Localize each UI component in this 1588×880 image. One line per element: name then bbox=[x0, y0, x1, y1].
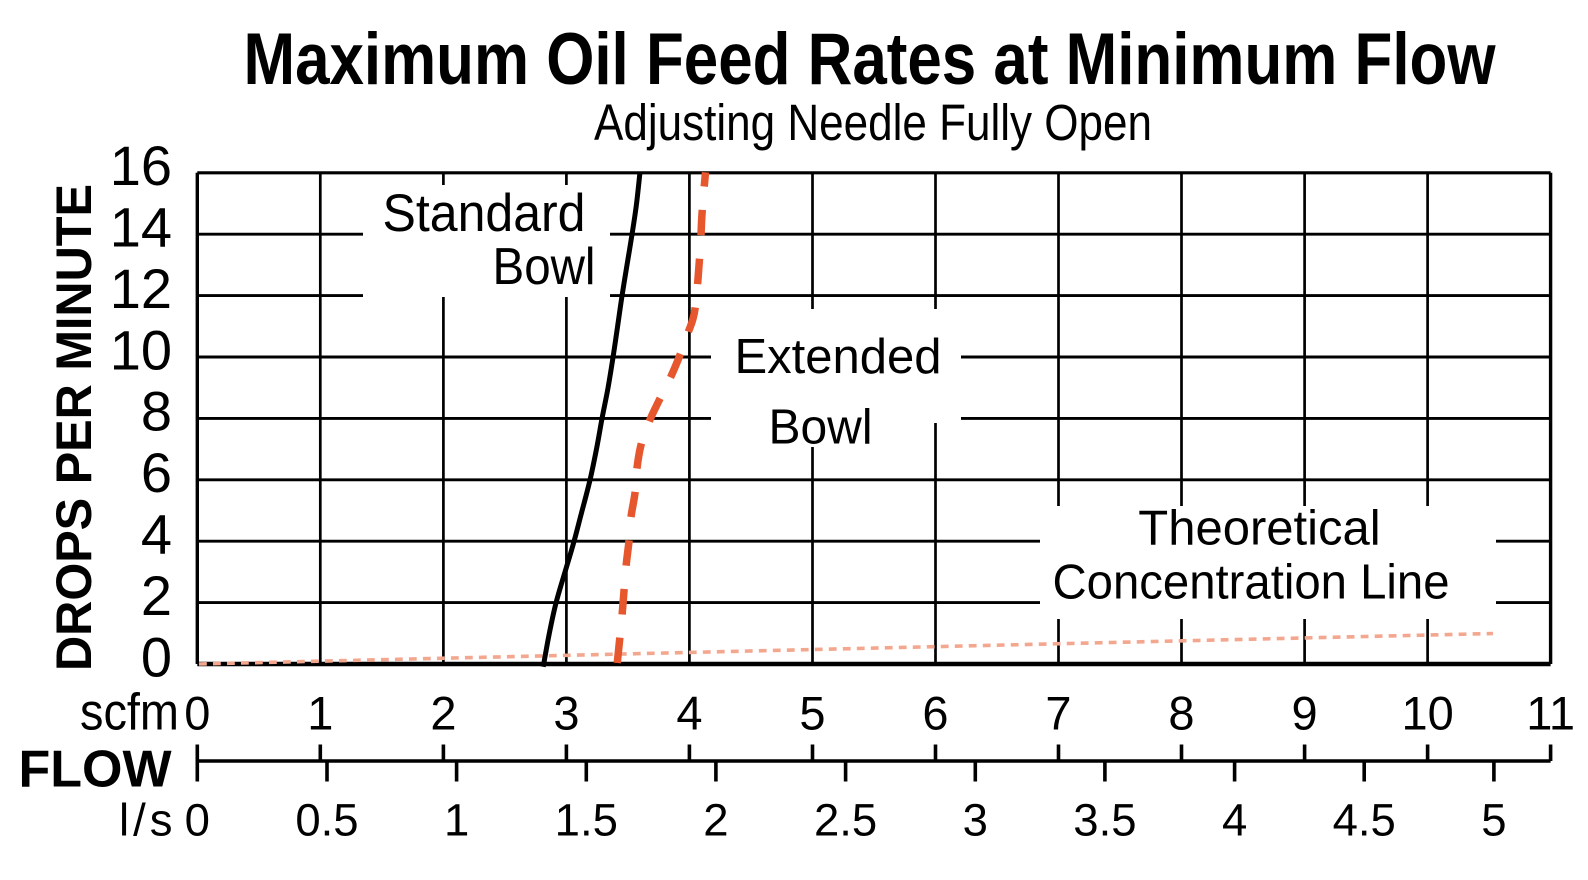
svg-text:Adjusting Needle Fully Open: Adjusting Needle Fully Open bbox=[594, 94, 1152, 151]
svg-text:16: 16 bbox=[110, 134, 172, 197]
svg-text:5: 5 bbox=[799, 687, 825, 740]
svg-text:0: 0 bbox=[141, 625, 172, 688]
svg-text:Concentration Line: Concentration Line bbox=[1053, 556, 1450, 610]
svg-text:0: 0 bbox=[185, 795, 210, 846]
svg-text:4: 4 bbox=[676, 687, 702, 740]
svg-text:12: 12 bbox=[110, 257, 172, 320]
svg-text:0: 0 bbox=[184, 687, 210, 740]
svg-text:5: 5 bbox=[1481, 795, 1506, 846]
svg-text:6: 6 bbox=[922, 687, 948, 740]
svg-text:8: 8 bbox=[1168, 687, 1194, 740]
svg-text:10: 10 bbox=[1401, 687, 1453, 740]
svg-text:2.5: 2.5 bbox=[814, 795, 877, 846]
svg-text:1.5: 1.5 bbox=[555, 795, 618, 846]
svg-text:9: 9 bbox=[1292, 687, 1318, 740]
svg-text:Bowl: Bowl bbox=[769, 401, 873, 455]
svg-text:Theoretical: Theoretical bbox=[1138, 502, 1380, 556]
svg-text:14: 14 bbox=[110, 196, 172, 259]
svg-text:scfm: scfm bbox=[80, 684, 179, 742]
svg-text:Maximum Oil Feed Rates at Mini: Maximum Oil Feed Rates at Minimum Flow bbox=[244, 19, 1496, 100]
svg-text:7: 7 bbox=[1045, 687, 1071, 740]
svg-text:3: 3 bbox=[553, 687, 579, 740]
svg-text:3: 3 bbox=[963, 795, 988, 846]
svg-text:FLOW: FLOW bbox=[19, 740, 173, 798]
svg-text:8: 8 bbox=[141, 380, 172, 443]
svg-text:11: 11 bbox=[1526, 687, 1575, 740]
svg-text:4: 4 bbox=[141, 503, 172, 566]
svg-text:4.5: 4.5 bbox=[1333, 795, 1396, 846]
svg-text:6: 6 bbox=[141, 441, 172, 504]
svg-text:2: 2 bbox=[430, 687, 456, 740]
svg-text:2: 2 bbox=[703, 795, 728, 846]
svg-text:2: 2 bbox=[141, 564, 172, 627]
svg-text:0.5: 0.5 bbox=[295, 795, 358, 846]
svg-text:DROPS PER MINUTE: DROPS PER MINUTE bbox=[46, 184, 102, 671]
svg-text:1: 1 bbox=[444, 795, 469, 846]
svg-text:1: 1 bbox=[307, 687, 333, 740]
svg-text:Bowl: Bowl bbox=[493, 238, 596, 296]
svg-text:Extended: Extended bbox=[734, 330, 941, 384]
svg-text:l/s: l/s bbox=[119, 795, 177, 846]
svg-text:3.5: 3.5 bbox=[1073, 795, 1136, 846]
svg-text:4: 4 bbox=[1222, 795, 1247, 846]
svg-text:10: 10 bbox=[110, 318, 172, 381]
svg-text:Standard: Standard bbox=[383, 184, 586, 243]
